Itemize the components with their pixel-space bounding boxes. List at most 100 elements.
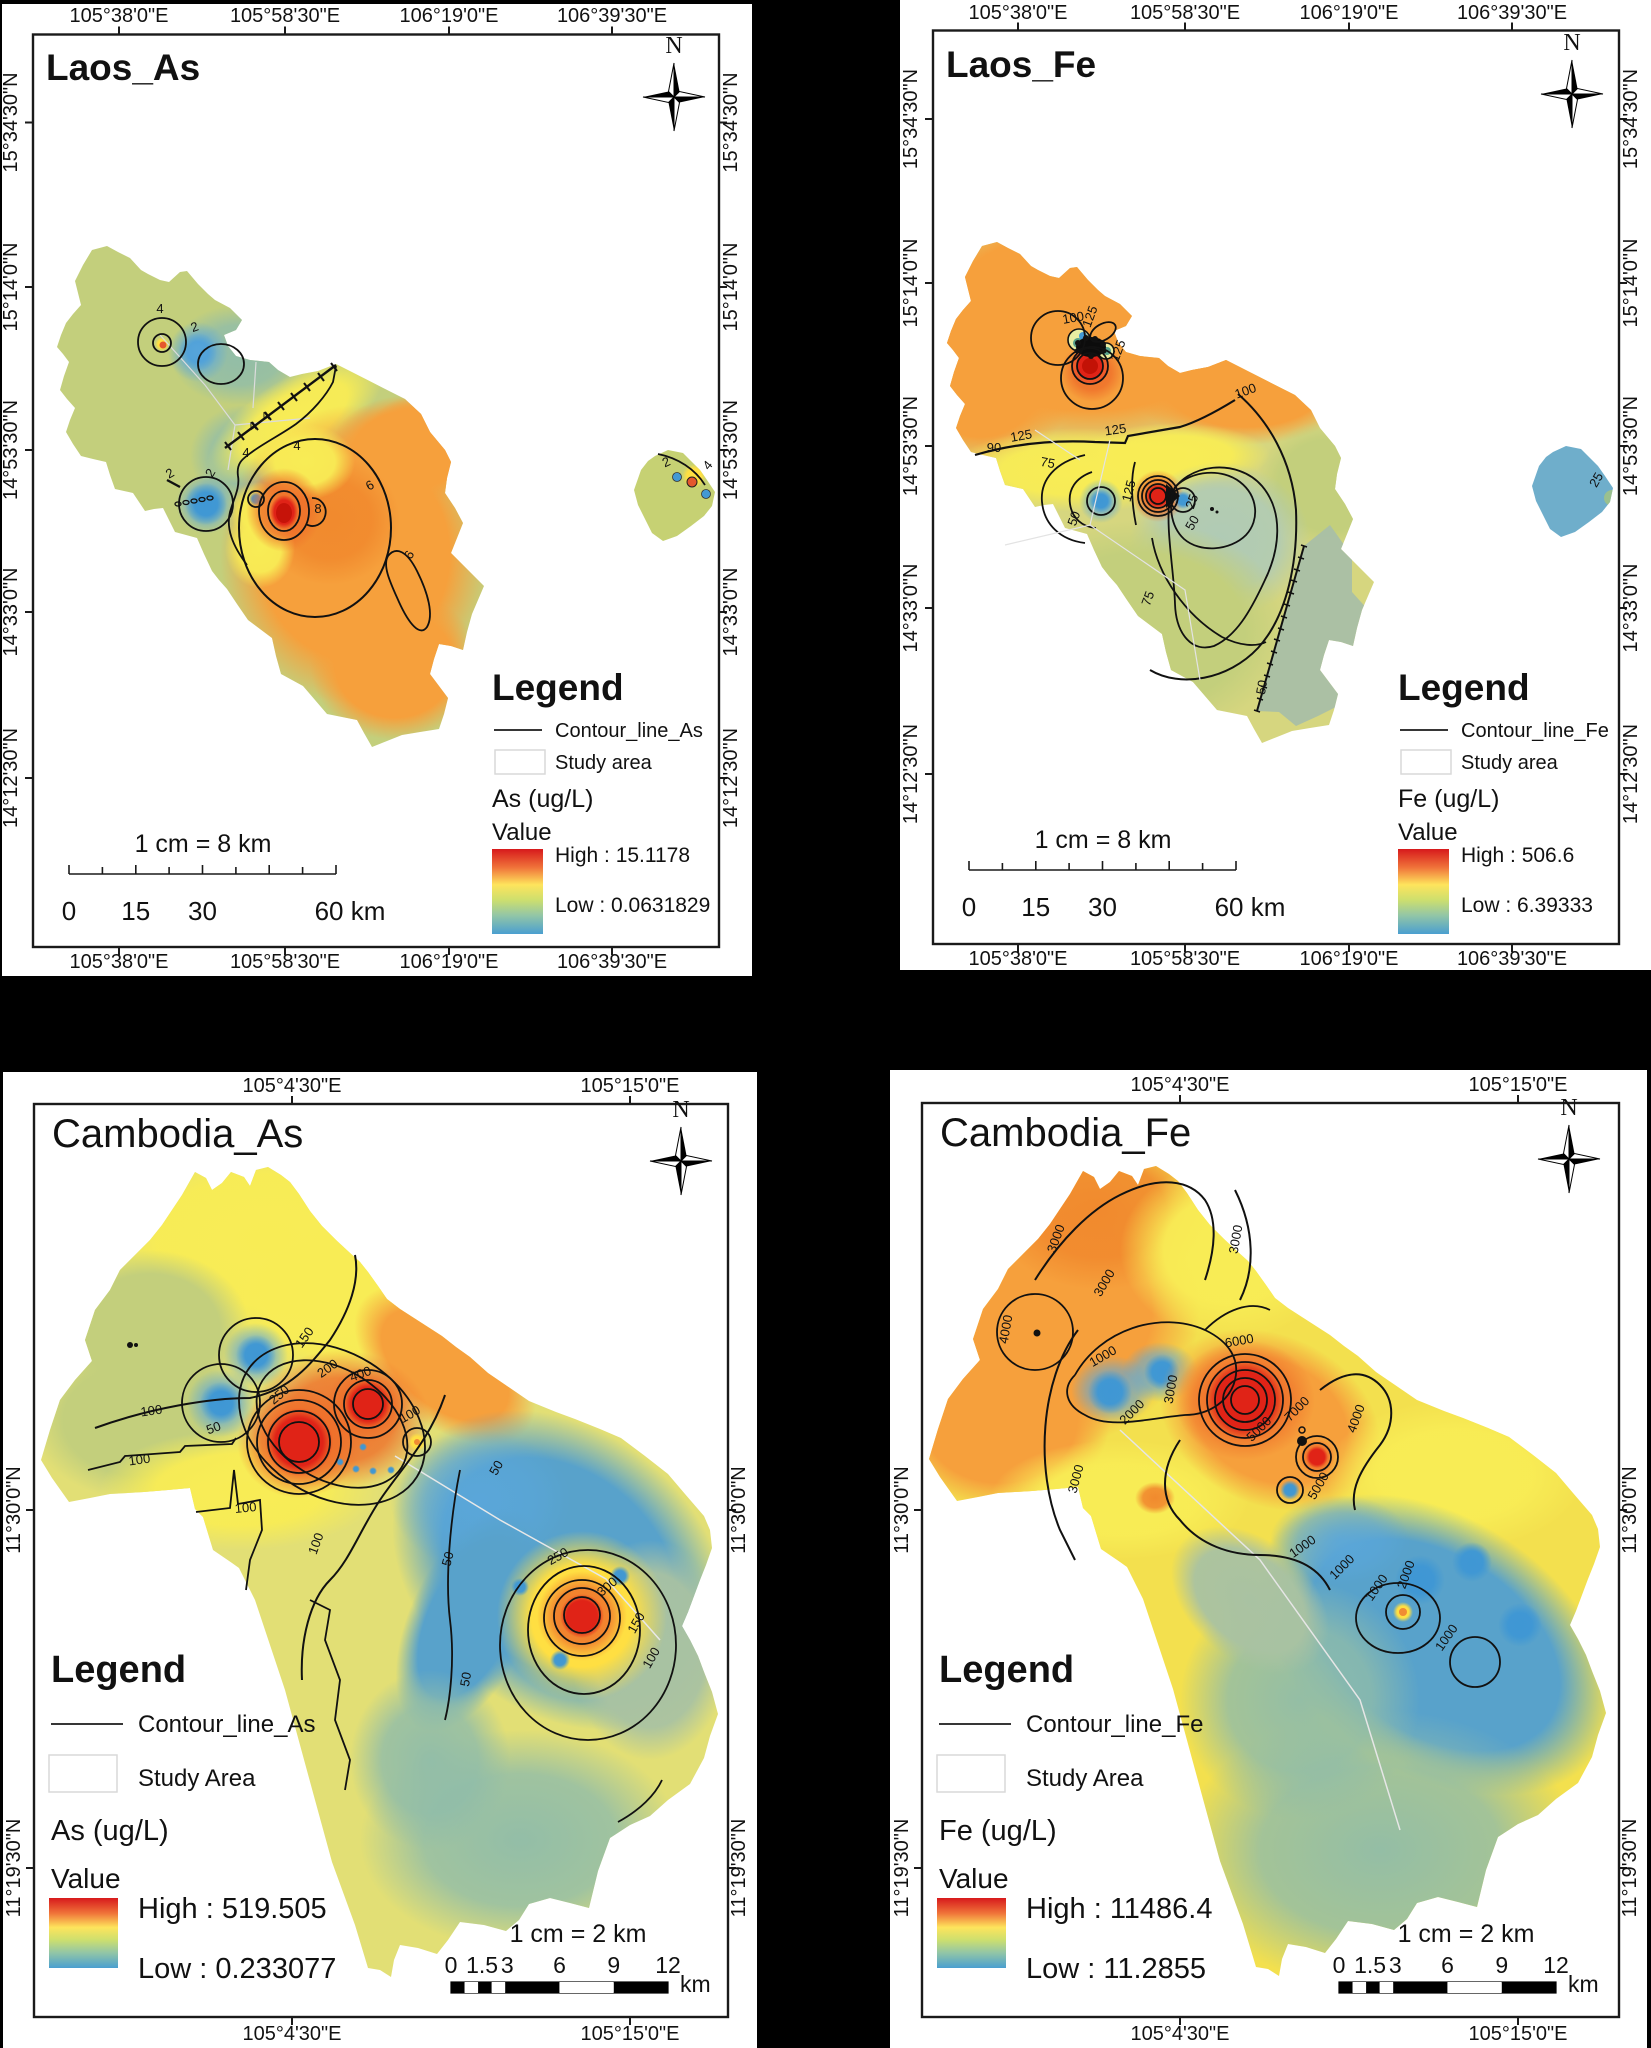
- svg-text:Study Area: Study Area: [1026, 1765, 1144, 1792]
- svg-text:1 cm = 8 km: 1 cm = 8 km: [135, 830, 272, 858]
- svg-text:11°30'0"N: 11°30'0"N: [891, 1466, 913, 1554]
- svg-text:105°4'30"E: 105°4'30"E: [1131, 1074, 1230, 1096]
- svg-text:14°12'30"N: 14°12'30"N: [1620, 724, 1642, 824]
- svg-text:14°33'0"N: 14°33'0"N: [900, 564, 922, 653]
- svg-text:High : 506.6: High : 506.6: [1461, 844, 1574, 867]
- svg-text:Study area: Study area: [1461, 752, 1559, 774]
- svg-text:Low : 0.233077: Low : 0.233077: [138, 1953, 336, 1985]
- svg-text:15°34'30"N: 15°34'30"N: [720, 72, 742, 172]
- svg-text:Contour_line_As: Contour_line_As: [555, 720, 703, 742]
- svg-text:106°39'30"E: 106°39'30"E: [557, 5, 667, 27]
- svg-text:1 cm = 2 km: 1 cm = 2 km: [510, 1920, 647, 1948]
- svg-text:Fe (ug/L): Fe (ug/L): [939, 1815, 1057, 1847]
- svg-text:15°14'0"N: 15°14'0"N: [1620, 239, 1642, 328]
- svg-text:106°19'0"E: 106°19'0"E: [400, 951, 499, 973]
- svg-text:105°15'0"E: 105°15'0"E: [581, 2023, 680, 2045]
- svg-text:Value: Value: [492, 819, 552, 846]
- svg-text:11°30'0"N: 11°30'0"N: [1619, 1466, 1641, 1554]
- svg-text:106°19'0"E: 106°19'0"E: [1300, 948, 1399, 970]
- svg-text:125: 125: [1079, 304, 1101, 330]
- svg-text:106°39'30"E: 106°39'30"E: [1457, 2, 1567, 24]
- svg-text:15°14'0"N: 15°14'0"N: [720, 243, 742, 332]
- svg-text:1.5: 1.5: [1354, 1952, 1386, 1978]
- svg-text:25: 25: [1182, 492, 1201, 511]
- svg-text:105°58'30"E: 105°58'30"E: [1130, 948, 1240, 970]
- svg-text:Study Area: Study Area: [138, 1765, 256, 1792]
- svg-text:15°34'30"N: 15°34'30"N: [0, 72, 22, 172]
- svg-text:km: km: [680, 1971, 711, 1997]
- svg-text:High : 519.505: High : 519.505: [138, 1893, 327, 1925]
- svg-text:11°19'30"N: 11°19'30"N: [1619, 1819, 1641, 1918]
- svg-text:Fe (ug/L): Fe (ug/L): [1398, 785, 1499, 813]
- svg-text:60 km: 60 km: [315, 896, 386, 926]
- svg-text:14°33'0"N: 14°33'0"N: [0, 568, 22, 657]
- svg-text:9: 9: [1495, 1952, 1508, 1978]
- svg-text:105°58'30"E: 105°58'30"E: [230, 951, 340, 973]
- svg-text:106°19'0"E: 106°19'0"E: [1300, 2, 1399, 24]
- svg-text:50: 50: [457, 1671, 474, 1688]
- svg-text:400: 400: [348, 1363, 374, 1385]
- svg-text:Low : 0.0631829: Low : 0.0631829: [555, 894, 710, 917]
- svg-text:11°19'30"N: 11°19'30"N: [3, 1819, 25, 1918]
- svg-text:14°53'30"N: 14°53'30"N: [1620, 396, 1642, 496]
- svg-text:High : 11486.4: High : 11486.4: [1026, 1893, 1213, 1925]
- svg-text:Contour_line_As: Contour_line_As: [138, 1711, 315, 1738]
- svg-text:3000: 3000: [1226, 1224, 1246, 1255]
- svg-text:105°15'0"E: 105°15'0"E: [1469, 1074, 1568, 1096]
- svg-text:105°38'0"E: 105°38'0"E: [969, 2, 1068, 24]
- svg-text:125: 125: [1119, 478, 1139, 503]
- svg-text:106°39'30"E: 106°39'30"E: [557, 951, 667, 973]
- svg-text:1 cm = 2 km: 1 cm = 2 km: [1398, 1920, 1535, 1948]
- svg-text:14°12'30"N: 14°12'30"N: [900, 724, 922, 824]
- svg-text:14°33'0"N: 14°33'0"N: [1620, 564, 1642, 653]
- svg-text:15°14'0"N: 15°14'0"N: [900, 239, 922, 328]
- svg-text:30: 30: [1088, 892, 1117, 922]
- svg-text:As (ug/L): As (ug/L): [51, 1815, 169, 1847]
- svg-text:Value: Value: [1398, 819, 1458, 846]
- svg-text:50: 50: [486, 1458, 506, 1478]
- svg-text:50: 50: [1064, 509, 1083, 528]
- svg-text:Value: Value: [51, 1863, 121, 1894]
- svg-text:50: 50: [439, 1550, 457, 1568]
- svg-text:N: N: [672, 1097, 689, 1123]
- svg-text:106°39'30"E: 106°39'30"E: [1457, 948, 1567, 970]
- svg-text:75: 75: [1138, 589, 1157, 608]
- svg-text:High : 15.1178: High : 15.1178: [555, 844, 690, 867]
- svg-text:105°15'0"E: 105°15'0"E: [581, 1075, 680, 1097]
- svg-text:6000: 6000: [1224, 1331, 1255, 1351]
- svg-text:30: 30: [188, 896, 217, 926]
- svg-text:100: 100: [1061, 308, 1085, 327]
- svg-text:105°4'30"E: 105°4'30"E: [243, 1075, 342, 1097]
- svg-text:105°38'0"E: 105°38'0"E: [70, 5, 169, 27]
- svg-text:Cambodia_Fe: Cambodia_Fe: [940, 1111, 1191, 1155]
- svg-text:100: 100: [234, 1499, 257, 1516]
- svg-text:105°4'30"E: 105°4'30"E: [243, 2023, 342, 2045]
- svg-text:0: 0: [962, 892, 976, 922]
- svg-text:As (ug/L): As (ug/L): [492, 785, 593, 813]
- svg-text:Value: Value: [939, 1863, 1009, 1894]
- svg-text:4000: 4000: [996, 1314, 1016, 1345]
- svg-text:100: 100: [305, 1531, 327, 1557]
- svg-text:4: 4: [293, 438, 300, 453]
- svg-text:90: 90: [987, 440, 1001, 455]
- svg-text:0: 0: [62, 896, 76, 926]
- svg-text:11°19'30"N: 11°19'30"N: [891, 1819, 913, 1918]
- svg-text:11°19'30"N: 11°19'30"N: [728, 1819, 750, 1918]
- svg-text:15: 15: [121, 896, 150, 926]
- svg-text:11°30'0"N: 11°30'0"N: [728, 1466, 750, 1554]
- svg-text:km: km: [1568, 1971, 1599, 1997]
- svg-text:9: 9: [607, 1952, 620, 1978]
- svg-text:105°15'0"E: 105°15'0"E: [1469, 2023, 1568, 2045]
- svg-text:Legend: Legend: [51, 1649, 186, 1691]
- svg-text:3: 3: [1389, 1952, 1402, 1978]
- svg-text:105°38'0"E: 105°38'0"E: [70, 951, 169, 973]
- svg-text:15°14'0"N: 15°14'0"N: [0, 243, 22, 332]
- svg-text:Legend: Legend: [939, 1649, 1074, 1691]
- svg-text:Laos_As: Laos_As: [46, 47, 200, 88]
- svg-text:14°53'30"N: 14°53'30"N: [0, 400, 22, 500]
- svg-text:105°58'30"E: 105°58'30"E: [230, 5, 340, 27]
- svg-text:Contour_line_Fe: Contour_line_Fe: [1461, 720, 1609, 742]
- svg-text:15°34'30"N: 15°34'30"N: [1620, 69, 1642, 169]
- svg-text:Study area: Study area: [555, 752, 653, 774]
- svg-text:N: N: [1560, 1095, 1577, 1121]
